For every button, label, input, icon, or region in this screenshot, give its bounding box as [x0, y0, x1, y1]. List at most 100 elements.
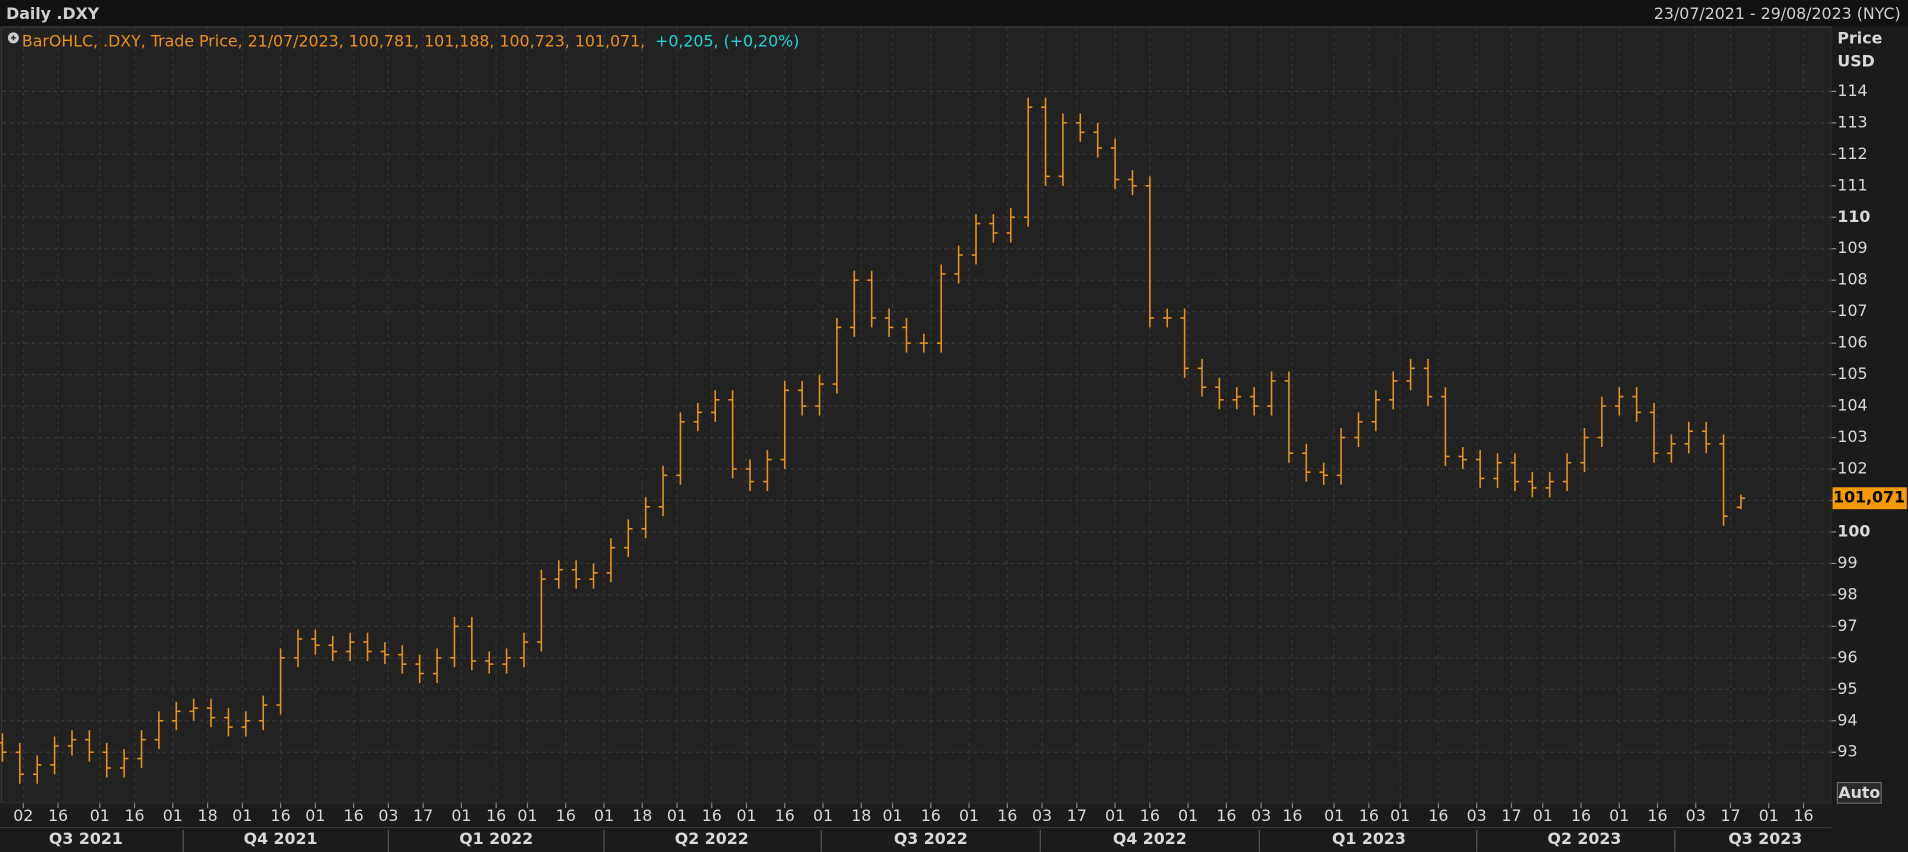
ohlc-bar: [571, 560, 581, 589]
ohlc-bar: [676, 412, 685, 485]
x-tick-label: 18: [632, 806, 652, 825]
ohlc-bar: [345, 632, 355, 661]
y-tick-label: 110: [1837, 207, 1870, 226]
y-tick-label: 108: [1837, 270, 1867, 289]
x-tick-label: 16: [1793, 806, 1813, 825]
y-axis-label: Price: [1837, 29, 1882, 48]
last-price-tag: [1832, 487, 1907, 510]
ohlc-bar: [780, 380, 790, 470]
ohlc-bar: [902, 317, 911, 353]
ohlc-bar: [154, 711, 164, 750]
ohlc-bar: [32, 755, 42, 784]
y-tick-label: 98: [1837, 584, 1857, 603]
ohlc-bar: [1215, 377, 1224, 410]
ohlc-bar: [1354, 412, 1363, 447]
ohlc-bar: [432, 648, 442, 684]
ohlc-bar: [380, 642, 390, 665]
y-tick-label: 106: [1837, 333, 1867, 352]
y-tick-label: 94: [1837, 710, 1857, 729]
x-tick-label: 16: [486, 806, 506, 825]
x-tick-label: 03: [378, 806, 398, 825]
ohlc-bar: [1510, 453, 1520, 492]
auto-button[interactable]: [1836, 781, 1882, 804]
ohlc-bar: [919, 333, 929, 353]
y-tick-label: 114: [1837, 81, 1867, 100]
ohlc-bar: [1684, 421, 1694, 454]
x-tick-label: 01: [1759, 806, 1779, 825]
ohlc-bar: [1719, 434, 1728, 526]
ohlc-bar: [1093, 122, 1102, 158]
ohlc-bar: [398, 645, 407, 674]
legend-text: BarOHLC, .DXY, Trade Price, 21/07/2023, …: [22, 31, 645, 50]
ohlc-bar: [745, 459, 755, 492]
ohlc-bar: [50, 736, 59, 775]
quarter-label: Q2 2023: [1548, 829, 1622, 848]
ohlc-bar: [1336, 428, 1346, 485]
plot-area: [0, 26, 1832, 804]
ohlc-bar: [450, 616, 459, 668]
x-tick-label: 01: [1609, 806, 1629, 825]
x-tick-label: 17: [1067, 806, 1087, 825]
ohlc-bar: [1475, 450, 1485, 488]
x-tick-label: 01: [667, 806, 687, 825]
x-tick-label: 16: [775, 806, 795, 825]
y-tick-label: 102: [1837, 459, 1867, 478]
ohlc-bar: [1441, 387, 1450, 466]
quarter-label: Q4 2021: [244, 829, 318, 848]
ohlc-bar: [658, 465, 668, 517]
x-tick-label: 18: [198, 806, 218, 825]
ohlc-bar: [606, 538, 616, 583]
x-tick-label: 16: [1282, 806, 1302, 825]
quarter-label: Q1 2023: [1332, 829, 1406, 848]
x-tick-label: 16: [997, 806, 1017, 825]
ohlc-bar: [67, 730, 77, 756]
y-tick-label: 103: [1837, 427, 1867, 446]
x-tick-label: 02: [13, 806, 33, 825]
ohlc-bar: [119, 749, 129, 778]
ohlc-bar: [1232, 387, 1242, 410]
ohlc-bar: [1180, 308, 1189, 378]
x-tick-label: 01: [1178, 806, 1198, 825]
ohlc-bar: [1197, 358, 1207, 397]
ohlc-bar: [728, 390, 737, 479]
ohlc-bar: [1267, 371, 1276, 416]
auto-button-label[interactable]: Auto: [1838, 783, 1880, 802]
y-axis-unit: USD: [1837, 52, 1874, 71]
x-tick-label: 01: [517, 806, 537, 825]
x-tick-label: 16: [344, 806, 364, 825]
ohlc-bar: [1388, 371, 1398, 410]
x-tick-label: 01: [1324, 806, 1344, 825]
x-tick-label: 01: [1533, 806, 1553, 825]
ohlc-bar: [137, 730, 146, 768]
ohlc-bar: [258, 695, 268, 731]
ohlc-bar: [1110, 138, 1120, 189]
ohlc-bar: [554, 560, 564, 589]
ohlc-bar: [224, 708, 233, 737]
x-tick-label: 16: [1216, 806, 1236, 825]
ohlc-bar: [867, 270, 876, 328]
y-axis-area: [1831, 26, 1907, 804]
ohlc-bar: [710, 390, 720, 422]
ohlc-bar: [850, 270, 859, 337]
ohlc-bar: [1545, 472, 1554, 498]
x-tick-label: 17: [413, 806, 433, 825]
x-tick-label: 01: [232, 806, 252, 825]
x-tick-label: 16: [1140, 806, 1160, 825]
ohlc-bar: [102, 742, 112, 778]
ohlc-bar: [0, 733, 7, 762]
quarter-label: Q1 2022: [459, 829, 533, 848]
ohlc-bar: [1371, 390, 1381, 432]
x-tick-label: 16: [556, 806, 576, 825]
ohlc-bar: [1667, 434, 1676, 463]
ohlc-bar: [172, 701, 181, 731]
ohlc-bar: [293, 629, 303, 668]
ohlc-bar: [1528, 472, 1537, 498]
ohlc-bar: [693, 402, 703, 432]
y-tick-label: 112: [1837, 144, 1867, 163]
ohlc-bar: [1423, 358, 1433, 407]
x-tick-label: 01: [305, 806, 325, 825]
quarter-label: Q3 2023: [1728, 829, 1802, 848]
ohlc-bar: [1145, 176, 1155, 328]
x-tick-label: 01: [1105, 806, 1125, 825]
ohlc-bar: [1302, 443, 1311, 482]
